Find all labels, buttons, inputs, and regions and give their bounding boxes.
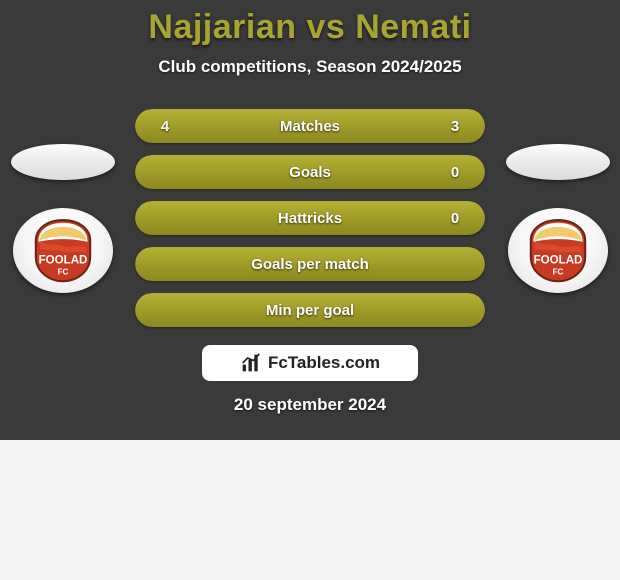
stat-label: Matches — [195, 118, 425, 135]
stat-bar-goals: Goals 0 — [135, 155, 485, 189]
brand-badge: FcTables.com — [202, 345, 418, 381]
svg-text:FC: FC — [57, 267, 68, 276]
stat-left-value: 4 — [135, 118, 195, 135]
player-left-silhouette — [11, 144, 115, 180]
svg-text:FOOLAD: FOOLAD — [533, 255, 582, 267]
foolad-logo-icon: FOOLAD FC — [519, 216, 597, 284]
stat-label: Goals — [195, 164, 425, 181]
stat-right-value: 0 — [425, 164, 485, 181]
date-text: 20 september 2024 — [0, 395, 620, 415]
stat-label: Goals per match — [195, 256, 425, 273]
stat-bar-min-per-goal: Min per goal — [135, 293, 485, 327]
player-right-silhouette — [506, 144, 610, 180]
stat-bar-hattricks: Hattricks 0 — [135, 201, 485, 235]
club-logo-left: FOOLAD FC — [13, 208, 113, 293]
club-logo-right: FOOLAD FC — [508, 208, 608, 293]
bar-chart-icon — [240, 353, 262, 373]
subtitle: Club competitions, Season 2024/2025 — [0, 57, 620, 77]
stat-bars: 4 Matches 3 Goals 0 Hattricks 0 Goals pe… — [135, 109, 485, 327]
player-left-side: FOOLAD FC — [8, 144, 117, 293]
stat-right-value: 3 — [425, 118, 485, 135]
stat-bar-matches: 4 Matches 3 — [135, 109, 485, 143]
page-title: Najjarian vs Nemati — [0, 8, 620, 47]
svg-text:FOOLAD: FOOLAD — [38, 255, 87, 267]
content-row: FOOLAD FC 4 Matches 3 Goals 0 Hattr — [0, 109, 620, 327]
player-right-side: FOOLAD FC — [503, 144, 612, 293]
comparison-card: Najjarian vs Nemati Club competitions, S… — [0, 0, 620, 440]
stat-bar-goals-per-match: Goals per match — [135, 247, 485, 281]
brand-text: FcTables.com — [268, 353, 380, 373]
stat-label: Min per goal — [195, 302, 425, 319]
stat-label: Hattricks — [195, 210, 425, 227]
foolad-logo-icon: FOOLAD FC — [24, 216, 102, 284]
stat-right-value: 0 — [425, 210, 485, 227]
svg-text:FC: FC — [552, 267, 563, 276]
